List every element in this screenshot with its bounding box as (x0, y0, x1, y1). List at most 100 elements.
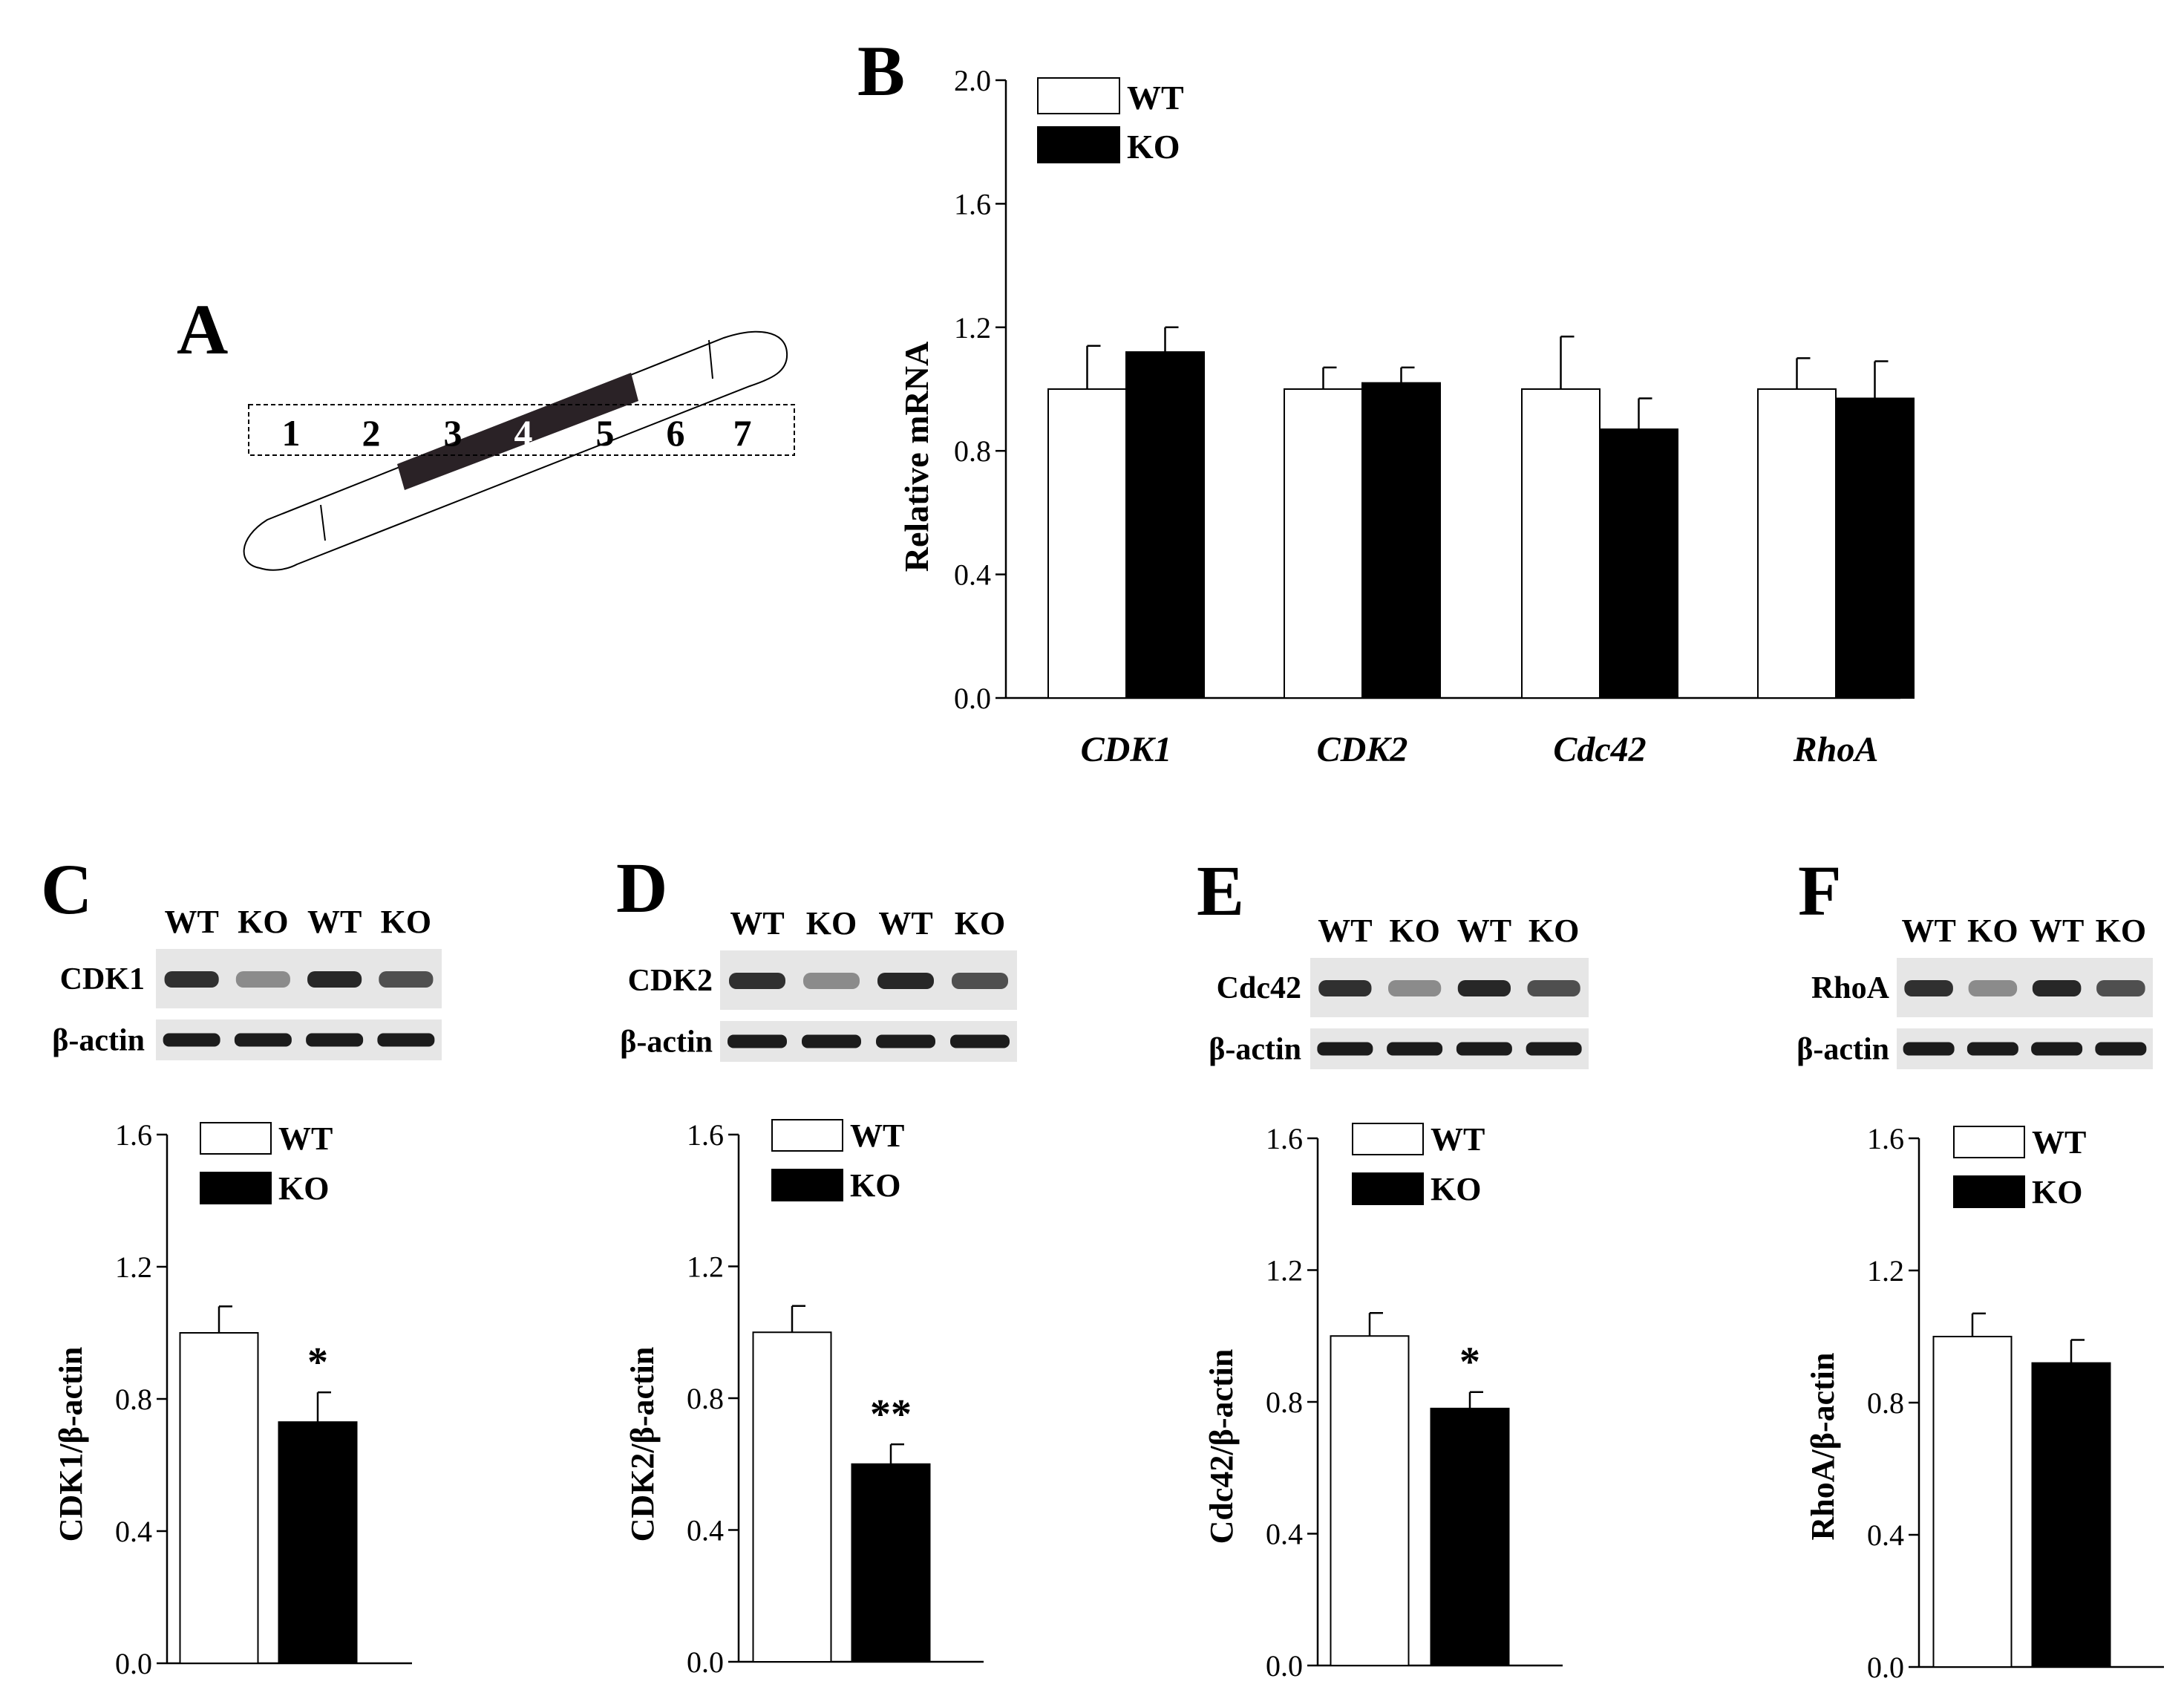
blot-band (2032, 980, 2082, 996)
y-tick-label: 1.2 (1867, 1254, 1904, 1288)
blot-lane-label: KO (1389, 913, 1439, 949)
bar-wt (1284, 388, 1363, 699)
legend-label-ko: KO (278, 1170, 329, 1207)
y-tick-label: 0.4 (954, 558, 991, 592)
bar-wt (1932, 1336, 2013, 1668)
legend-swatch-wt (1037, 77, 1120, 114)
panel-letter: E (1197, 851, 1244, 930)
y-tick-label: 0.0 (1867, 1651, 1904, 1684)
panel-a-schematic: A 1 2 3 4 5 6 7 (177, 290, 795, 571)
segment-box (248, 404, 795, 456)
blot-band-actin (377, 1033, 435, 1047)
legend-label-wt: WT (2032, 1124, 2086, 1161)
y-tick-label: 1.6 (1867, 1122, 1904, 1155)
segment-label: 5 (596, 412, 615, 454)
blot-lane-label: WT (730, 905, 784, 942)
y-tick-label: 1.2 (687, 1250, 724, 1284)
y-tick-label: 1.6 (954, 187, 991, 221)
bar-wt (1757, 388, 1837, 699)
x-category-label: RhoA (1793, 730, 1879, 769)
bar-ko (1361, 382, 1441, 699)
blot-lane-label: WT (307, 904, 362, 940)
blot-band (729, 973, 785, 989)
legend-swatch-wt (1352, 1123, 1424, 1155)
chart-panel-f: F 0.0 0.4 0.8 1.2 1.6 RhoA/β-actin WT KO WT KO WT KO… (1796, 851, 2164, 1684)
bar-ko (2031, 1362, 2111, 1668)
legend-label-wt: WT (850, 1118, 904, 1154)
blot-row-label: RhoA (1811, 971, 1890, 1005)
legend-swatch-ko (1037, 126, 1120, 163)
y-tick-label: 0.4 (687, 1514, 724, 1547)
blot-lane-label: WT (2030, 913, 2084, 949)
blot-row-label: β-actin (1209, 1033, 1301, 1067)
segment-label: 4 (514, 412, 533, 454)
blot-lane-label: WT (1318, 913, 1372, 949)
segment-label: 1 (282, 412, 301, 454)
y-tick-label: 0.8 (1867, 1386, 1904, 1420)
blot-band-actin (234, 1033, 292, 1047)
y-tick-label: 1.6 (115, 1118, 152, 1152)
blot-row-label: Cdc42 (1217, 971, 1301, 1005)
blot-band (307, 971, 362, 988)
x-category-label: Cdc42 (1553, 730, 1646, 769)
legend-label-ko: KO (850, 1167, 900, 1204)
x-category-label: CDK1 (1081, 730, 1172, 769)
blot-band (1318, 980, 1372, 996)
legend-swatch-ko (1953, 1175, 2025, 1208)
blot-band (1527, 980, 1580, 996)
blot-band-actin (1317, 1042, 1373, 1056)
bar-wt (1047, 388, 1127, 699)
legend-swatch-wt (200, 1122, 272, 1155)
legend-swatch-wt (771, 1119, 843, 1152)
bar-ko (1599, 428, 1678, 699)
blot-band-actin (802, 1034, 861, 1048)
blot-band (1904, 980, 1953, 996)
legend-swatch-ko (1352, 1172, 1424, 1205)
legend-label-ko: KO (1127, 128, 1180, 166)
y-tick-label: 1.2 (954, 311, 991, 345)
y-tick-label: 0.4 (1266, 1518, 1303, 1551)
blot-lane-label: KO (2096, 913, 2146, 949)
blot-band-actin (1903, 1042, 1955, 1056)
blot-lane-label: KO (806, 905, 857, 942)
blot-band-actin (1387, 1042, 1443, 1056)
blot-band-actin (2031, 1042, 2083, 1056)
blot-band-actin (2095, 1042, 2147, 1056)
y-tick-label: 1.6 (1266, 1122, 1303, 1155)
y-tick-label: 0.4 (1867, 1518, 1904, 1552)
tubule-divider (320, 504, 326, 541)
blot-lane-label: KO (238, 904, 288, 940)
y-tick-label: 1.2 (115, 1250, 152, 1284)
tubule-divider (708, 339, 713, 379)
blot-band-actin (1966, 1042, 2018, 1056)
blot-band (164, 971, 219, 988)
blot-band-actin (1456, 1042, 1512, 1056)
y-axis-label: CDK2/β-actin (624, 1347, 661, 1542)
blot-row-label: β-actin (620, 1025, 713, 1060)
bar-wt (179, 1332, 259, 1664)
legend-label-wt: WT (278, 1120, 333, 1157)
tubule-shaded-region (397, 373, 638, 490)
blot-lane-label: WT (164, 904, 218, 940)
panel-letter: D (616, 848, 667, 927)
y-axis-label: Relative mRNA (898, 342, 935, 572)
legend-swatch-wt (1953, 1126, 2025, 1158)
legend-label-ko: KO (1431, 1171, 1481, 1207)
bar-wt (1330, 1335, 1410, 1666)
y-tick-label: 2.0 (954, 64, 991, 97)
segment-label: 6 (667, 412, 685, 454)
blot-row-label: CDK2 (628, 964, 713, 998)
blot-band-actin (950, 1034, 1010, 1048)
chart-panel-c: C 0.0 0.4 0.8 1.2 1.6 * CDK1/β-actin WT KO WT KO WT K… (41, 849, 442, 1680)
legend-label-wt: WT (1431, 1121, 1485, 1158)
y-tick-label: 0.0 (687, 1645, 724, 1679)
y-axis-label: RhoA/β-actin (1805, 1353, 1841, 1541)
blot-row-label: β-actin (1796, 1033, 1889, 1067)
legend-label-ko: KO (2032, 1174, 2082, 1210)
bar-ko (1835, 397, 1915, 699)
y-tick-label: 0.0 (954, 682, 991, 715)
blot-band (803, 973, 860, 989)
blot-row-label: β-actin (52, 1024, 145, 1058)
panel-letter: B (857, 31, 905, 111)
